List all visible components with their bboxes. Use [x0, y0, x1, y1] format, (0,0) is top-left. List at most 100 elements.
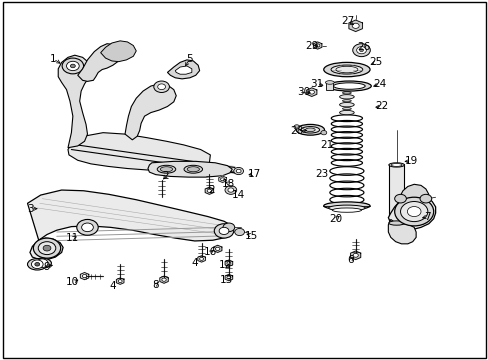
- Ellipse shape: [339, 111, 353, 115]
- Polygon shape: [175, 66, 191, 74]
- Ellipse shape: [301, 127, 319, 133]
- Circle shape: [77, 220, 98, 235]
- Ellipse shape: [330, 65, 362, 74]
- Text: 15: 15: [244, 231, 258, 240]
- Ellipse shape: [342, 92, 350, 94]
- Text: 30: 30: [297, 87, 310, 97]
- Circle shape: [215, 247, 220, 251]
- Text: 23: 23: [314, 168, 327, 179]
- Polygon shape: [148, 161, 232, 177]
- Circle shape: [394, 194, 406, 203]
- Circle shape: [359, 49, 363, 51]
- Circle shape: [315, 44, 319, 47]
- Circle shape: [227, 188, 233, 192]
- Ellipse shape: [325, 81, 333, 84]
- Text: 12: 12: [218, 260, 231, 270]
- Text: 21: 21: [319, 140, 332, 150]
- Circle shape: [400, 202, 427, 222]
- Text: 11: 11: [66, 233, 80, 243]
- Circle shape: [320, 131, 326, 135]
- Polygon shape: [387, 220, 415, 244]
- Circle shape: [226, 262, 230, 265]
- Text: 29: 29: [305, 41, 318, 50]
- Polygon shape: [27, 190, 233, 260]
- Polygon shape: [197, 256, 205, 262]
- Ellipse shape: [160, 167, 172, 172]
- Text: 5: 5: [186, 54, 193, 64]
- Polygon shape: [58, 55, 91, 148]
- Ellipse shape: [331, 208, 361, 212]
- Text: 6: 6: [347, 255, 353, 265]
- Circle shape: [223, 223, 234, 231]
- Circle shape: [226, 276, 230, 279]
- Circle shape: [308, 90, 314, 94]
- Polygon shape: [224, 260, 232, 266]
- Polygon shape: [80, 273, 89, 280]
- Text: 22: 22: [375, 102, 388, 112]
- Ellipse shape: [390, 163, 401, 166]
- Text: 16: 16: [203, 247, 217, 257]
- Polygon shape: [348, 20, 362, 32]
- Ellipse shape: [339, 103, 353, 107]
- Circle shape: [207, 189, 211, 192]
- Text: 8: 8: [152, 280, 159, 290]
- Circle shape: [36, 259, 48, 267]
- Text: 28: 28: [290, 126, 303, 135]
- Text: 4: 4: [109, 281, 116, 291]
- Ellipse shape: [388, 221, 404, 225]
- Ellipse shape: [183, 165, 202, 173]
- Text: 4: 4: [191, 258, 198, 268]
- Circle shape: [352, 253, 358, 257]
- Text: 7: 7: [423, 212, 430, 221]
- Circle shape: [35, 262, 40, 266]
- Text: 25: 25: [369, 57, 382, 67]
- Polygon shape: [101, 41, 136, 62]
- Circle shape: [394, 197, 433, 226]
- Circle shape: [162, 278, 166, 281]
- Ellipse shape: [27, 258, 47, 270]
- Ellipse shape: [388, 163, 404, 167]
- Ellipse shape: [305, 128, 315, 132]
- Circle shape: [66, 61, 79, 71]
- Polygon shape: [399, 184, 428, 202]
- Polygon shape: [68, 133, 210, 171]
- Circle shape: [118, 280, 122, 283]
- Polygon shape: [167, 60, 199, 79]
- Text: 19: 19: [404, 156, 417, 166]
- Circle shape: [214, 224, 233, 238]
- Circle shape: [33, 238, 61, 258]
- Circle shape: [154, 81, 169, 93]
- Circle shape: [236, 169, 241, 173]
- Polygon shape: [218, 176, 226, 183]
- Circle shape: [81, 223, 93, 231]
- Ellipse shape: [296, 125, 324, 135]
- Polygon shape: [78, 44, 122, 81]
- Ellipse shape: [187, 167, 199, 172]
- Bar: [325, 82, 333, 90]
- Ellipse shape: [327, 81, 370, 91]
- Circle shape: [220, 178, 224, 181]
- Polygon shape: [213, 245, 222, 252]
- Polygon shape: [306, 88, 316, 96]
- Circle shape: [233, 167, 243, 175]
- Text: 31: 31: [309, 79, 323, 89]
- Bar: [388, 164, 403, 223]
- Circle shape: [158, 84, 165, 90]
- Text: 18: 18: [222, 179, 235, 189]
- Text: 20: 20: [329, 214, 342, 224]
- Circle shape: [199, 257, 203, 260]
- Circle shape: [43, 245, 51, 251]
- Ellipse shape: [323, 202, 369, 210]
- Text: 9: 9: [43, 262, 50, 272]
- Polygon shape: [160, 276, 168, 283]
- Circle shape: [219, 227, 228, 234]
- Text: 14: 14: [231, 190, 245, 200]
- Ellipse shape: [33, 258, 51, 268]
- Circle shape: [82, 274, 86, 278]
- Ellipse shape: [333, 83, 365, 89]
- Text: 17: 17: [247, 168, 260, 179]
- Ellipse shape: [339, 87, 353, 91]
- Ellipse shape: [339, 95, 353, 99]
- Text: 27: 27: [341, 17, 354, 27]
- Circle shape: [224, 186, 236, 194]
